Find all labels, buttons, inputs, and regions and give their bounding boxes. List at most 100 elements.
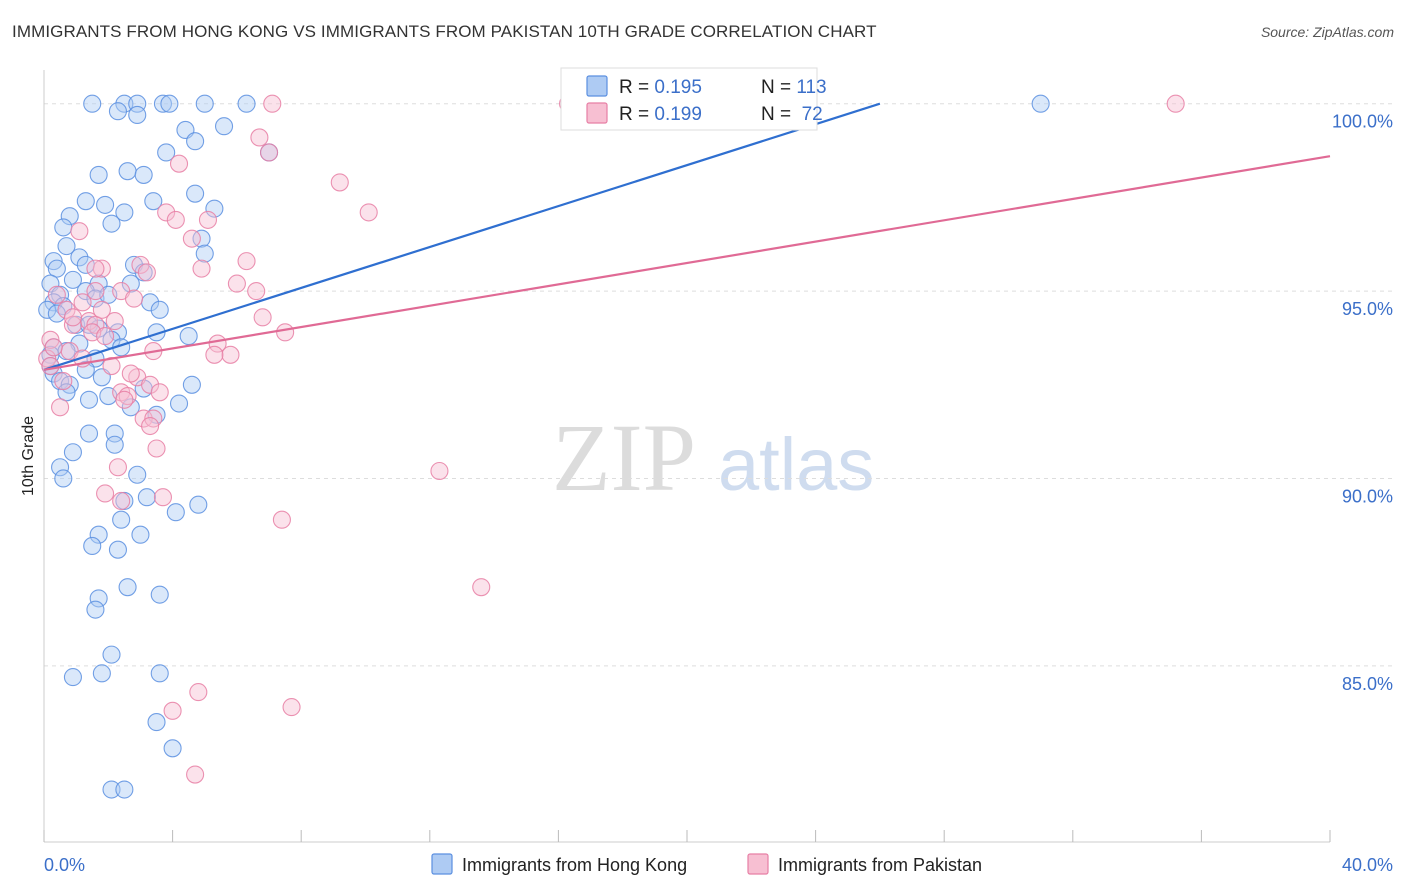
data-point-pakistan (227, 274, 246, 293)
svg-text:R = 0.195: R = 0.195 (619, 77, 702, 98)
y-tick-label: 85.0% (1342, 674, 1393, 694)
data-point-hong-kong (189, 495, 208, 514)
y-tick-label: 90.0% (1342, 486, 1393, 506)
data-point-pakistan (153, 488, 173, 507)
data-point-pakistan (141, 375, 160, 394)
data-point-pakistan (259, 143, 279, 162)
x-tick-labels: 0.0% 40.0% (44, 855, 1393, 875)
correlation-legend: R = 0.195 N = 113 R = 0.199 N = 72 (560, 67, 849, 131)
data-point-pakistan (86, 282, 105, 301)
data-point-pakistan (86, 259, 105, 278)
legend-n-value: 72 (796, 104, 822, 125)
data-point-pakistan (1166, 94, 1185, 113)
data-point-pakistan (44, 338, 63, 357)
legend-r-value: 0.199 (654, 104, 702, 125)
data-point-hong-kong (1031, 94, 1050, 113)
data-point-hong-kong (150, 585, 169, 604)
data-point-hong-kong (115, 203, 134, 222)
data-point-pakistan (472, 578, 491, 597)
trend-lines (43, 102, 1331, 371)
data-point-pakistan (359, 203, 378, 222)
data-point-hong-kong (205, 199, 224, 218)
y-axis-label: 10th Grade (20, 416, 37, 496)
watermark: ZIP atlas (552, 404, 874, 511)
data-point-pakistan (186, 765, 205, 784)
data-point-pakistan (247, 282, 266, 301)
data-point-hong-kong (54, 469, 73, 488)
data-point-hong-kong (121, 398, 140, 417)
legend-n-label: N = (761, 77, 796, 98)
data-point-hong-kong (54, 218, 73, 237)
data-point-pakistan (112, 491, 131, 511)
data-point-hong-kong (102, 645, 121, 664)
data-point-pakistan (169, 154, 189, 173)
data-point-hong-kong (89, 589, 108, 608)
data-point-pakistan (137, 263, 156, 282)
data-point-hong-kong (47, 259, 66, 278)
data-point-hong-kong (153, 94, 173, 113)
legend-n-value: 113 (796, 77, 826, 98)
data-point-hong-kong (179, 327, 198, 346)
data-point-hong-kong (214, 117, 234, 136)
chart-title: IMMIGRANTS FROM HONG KONG VS IMMIGRANTS … (12, 22, 877, 41)
data-point-hong-kong (70, 248, 89, 267)
data-point-pakistan (282, 698, 301, 717)
data-point-pakistan (221, 345, 240, 364)
data-point-pakistan (272, 510, 291, 529)
data-point-pakistan (192, 259, 211, 278)
data-point-pakistan (92, 259, 111, 278)
x-tick-label: 40.0% (1342, 855, 1393, 875)
bottom-legend-label-pakistan: Immigrants from Pakistan (778, 855, 982, 875)
data-point-pakistan (73, 293, 92, 312)
data-point-hong-kong (160, 94, 179, 113)
data-point-pakistan (157, 203, 176, 222)
data-point-pakistan (124, 289, 144, 308)
data-point-hong-kong (79, 390, 99, 409)
data-point-pakistan (205, 345, 224, 364)
series-legend: Immigrants from Hong Kong Immigrants fro… (431, 853, 982, 875)
data-point-hong-kong (51, 458, 70, 477)
data-point-pakistan (108, 458, 127, 477)
data-point-pakistan (47, 285, 66, 304)
axes (43, 70, 1331, 843)
legend-r-label: R = (619, 77, 654, 98)
data-point-hong-kong (131, 525, 150, 544)
data-point-pakistan (63, 315, 82, 334)
data-point-hong-kong (38, 300, 57, 319)
data-point-pakistan (54, 371, 73, 391)
data-point-pakistan (198, 210, 218, 229)
data-point-hong-kong (83, 536, 102, 555)
data-point-hong-kong (115, 94, 134, 113)
data-point-hong-kong (63, 668, 82, 687)
legend-n-label: N = (761, 104, 796, 125)
data-point-hong-kong (166, 503, 185, 522)
data-point-pakistan (276, 323, 295, 342)
legend-swatch-blue (586, 75, 608, 97)
bottom-legend-swatch-pink (747, 853, 769, 875)
svg-text:N = 72: N = 72 (724, 104, 849, 125)
data-point-hong-kong (147, 713, 166, 732)
data-point-pakistan (134, 409, 153, 428)
data-point-hong-kong (118, 162, 137, 181)
data-point-hong-kong (163, 739, 182, 758)
data-point-pakistan (189, 683, 208, 702)
gridlines (44, 103, 1396, 667)
data-point-hong-kong (118, 578, 137, 597)
data-point-pakistan (121, 364, 140, 383)
data-point-hong-kong (57, 383, 76, 402)
data-point-pakistan (63, 308, 82, 327)
data-point-pakistan (115, 390, 134, 409)
data-point-hong-kong (86, 600, 105, 619)
data-point-hong-kong (128, 105, 147, 125)
data-point-hong-kong (89, 525, 108, 544)
data-point-hong-kong (137, 488, 156, 507)
trend-line-pakistan (43, 155, 1331, 371)
data-point-hong-kong (121, 274, 140, 293)
y-tick-label: 100.0% (1332, 112, 1393, 132)
data-point-hong-kong (57, 237, 76, 256)
data-point-hong-kong (102, 214, 121, 233)
data-point-hong-kong (76, 282, 95, 301)
data-point-pakistan (330, 173, 349, 192)
data-point-pakistan (163, 701, 182, 720)
